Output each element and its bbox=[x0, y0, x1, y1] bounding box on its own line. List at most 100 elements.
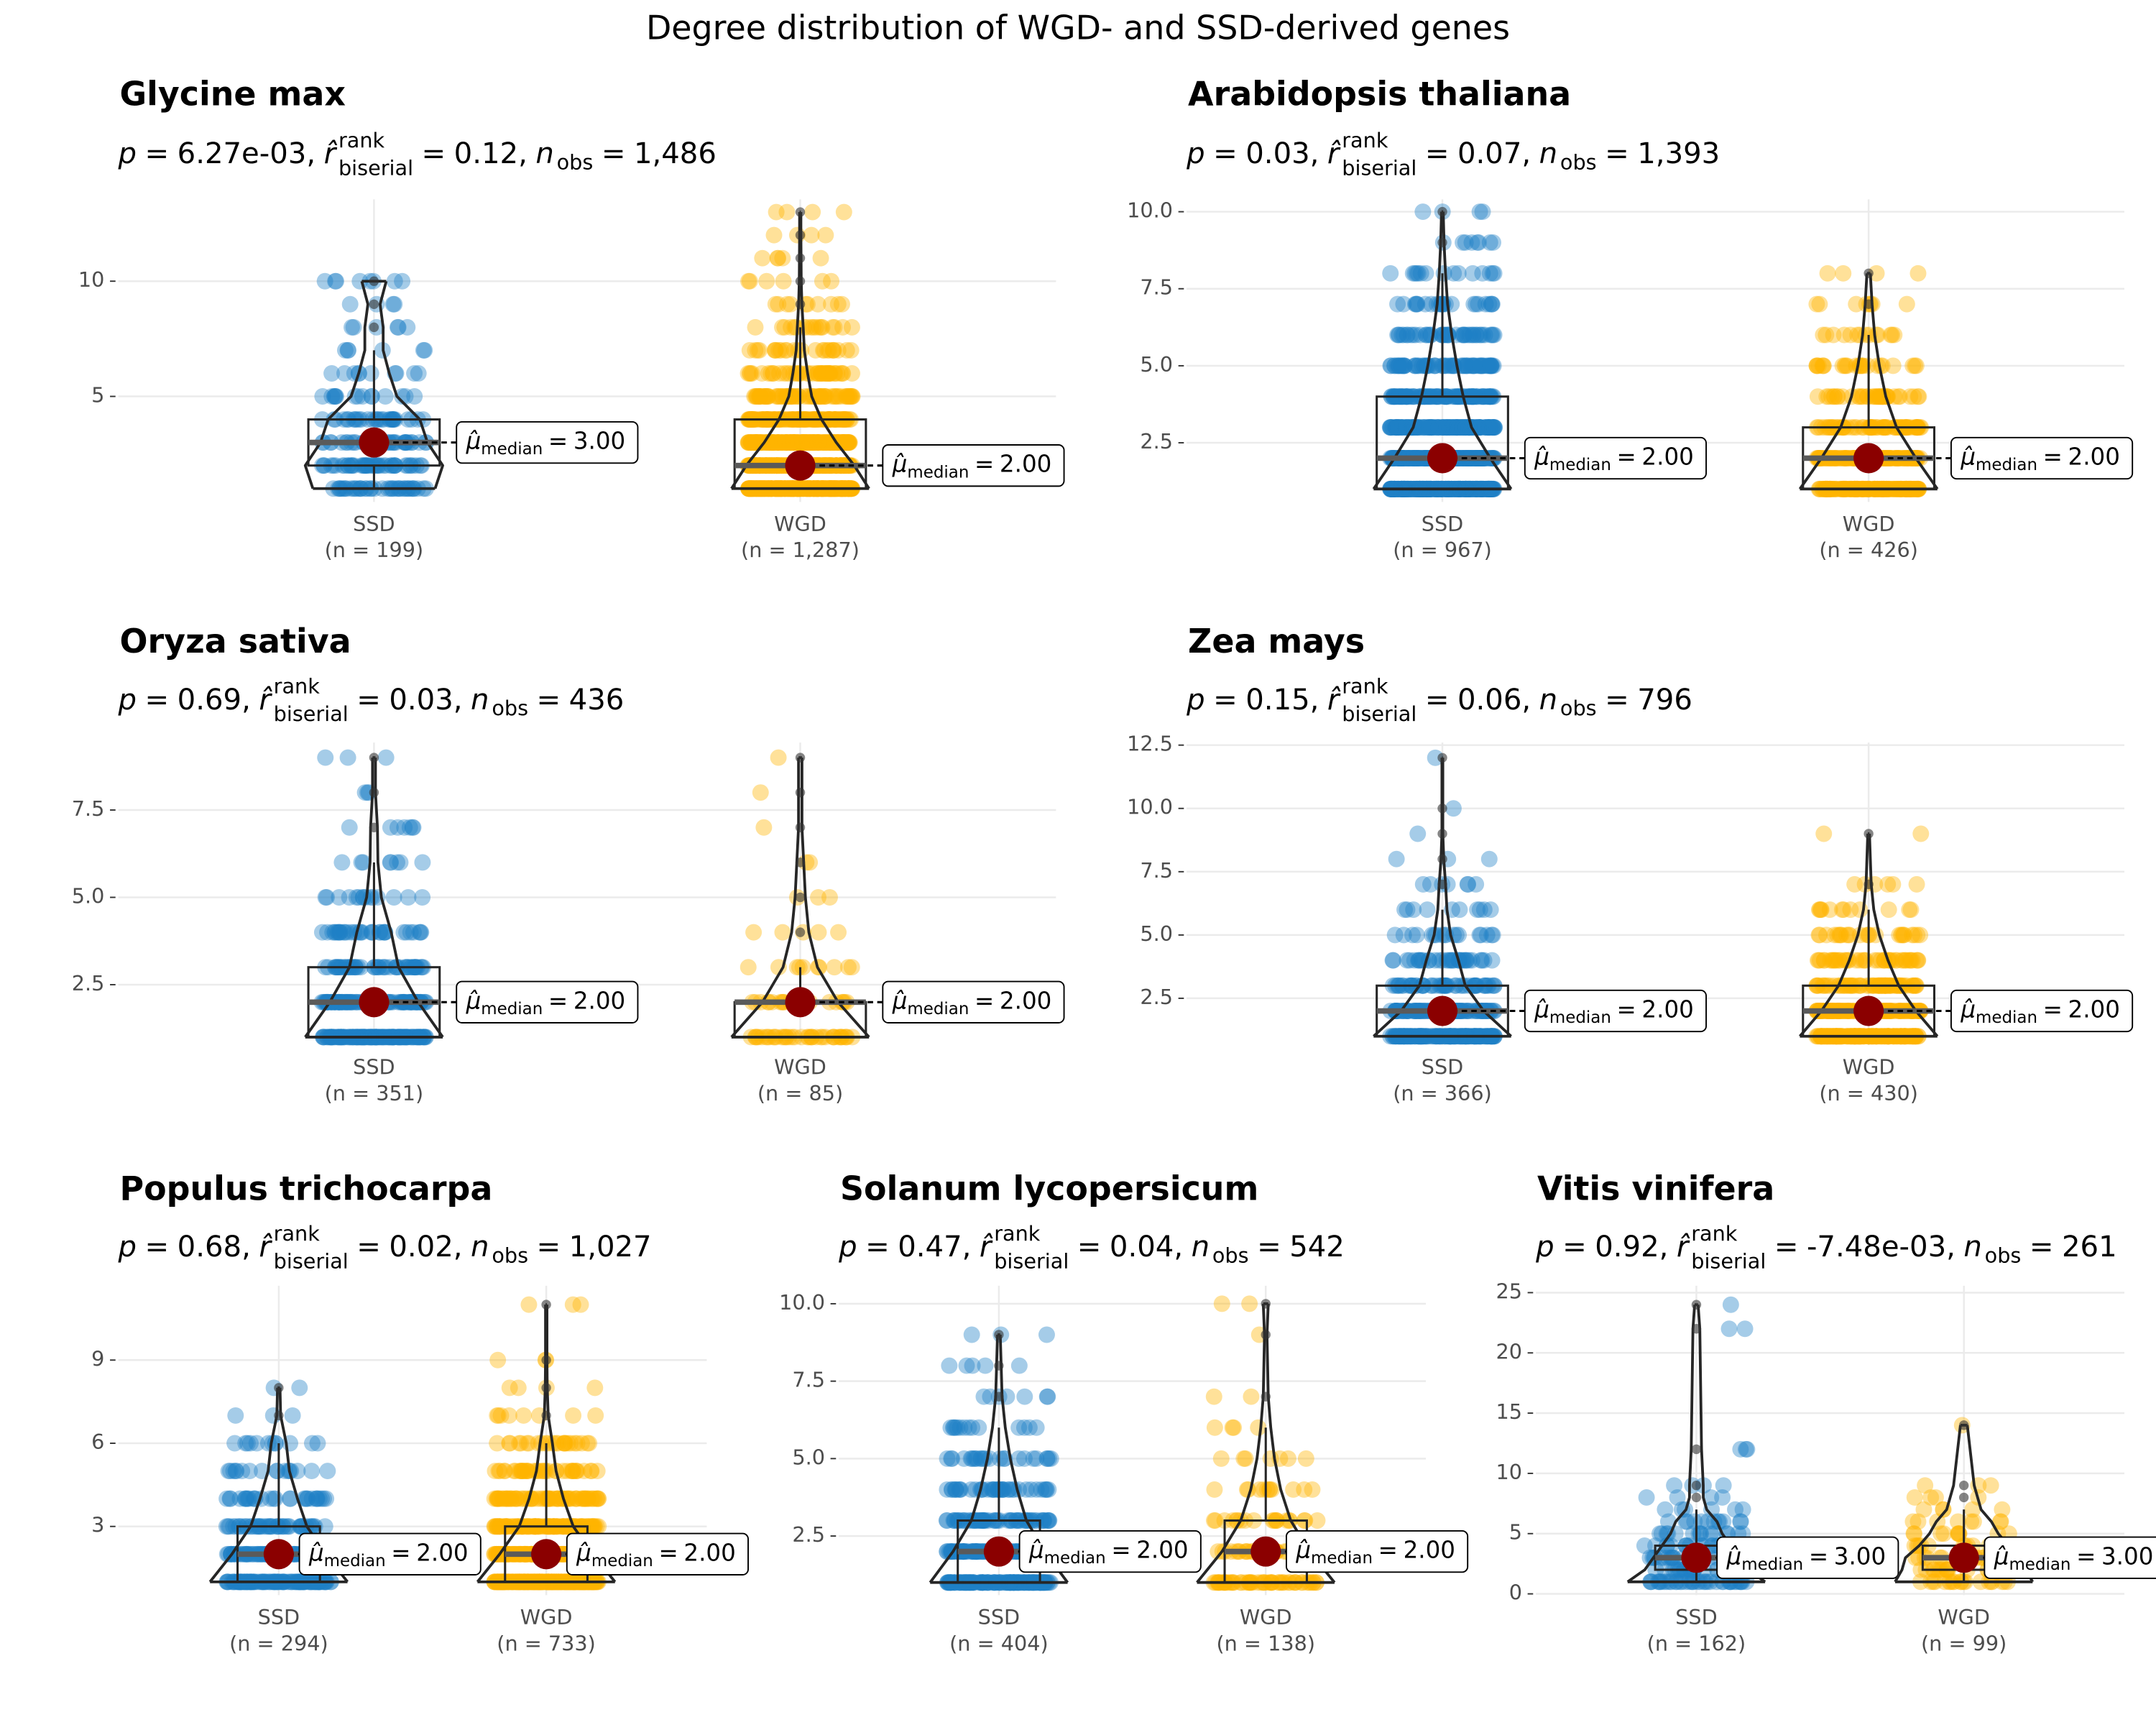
outlier bbox=[1437, 753, 1447, 763]
outlier bbox=[1864, 879, 1874, 890]
y-tick-label: 5.0 bbox=[72, 883, 105, 908]
data-point bbox=[770, 434, 787, 451]
data-point bbox=[788, 434, 805, 451]
data-point bbox=[316, 272, 333, 290]
data-point bbox=[354, 388, 371, 405]
median-point bbox=[1427, 995, 1458, 1026]
median-eq: = bbox=[391, 1539, 410, 1566]
subtitle-part: p bbox=[118, 1230, 137, 1264]
data-point bbox=[1910, 388, 1927, 405]
data-point bbox=[1483, 926, 1501, 944]
panel-title: Oryza sativa bbox=[119, 622, 351, 661]
outlier bbox=[795, 857, 806, 868]
subtitle-part: 0.03 bbox=[1245, 137, 1309, 170]
data-point bbox=[740, 434, 757, 451]
subtitle-part: , bbox=[306, 137, 315, 170]
data-point bbox=[1480, 850, 1498, 868]
data-point bbox=[774, 434, 791, 451]
data-point bbox=[1880, 901, 1897, 919]
data-point bbox=[313, 924, 331, 941]
median-value: 2.00 bbox=[1000, 987, 1051, 1014]
data-point bbox=[284, 1407, 301, 1424]
y-tick-label: 3 bbox=[91, 1513, 104, 1537]
data-point bbox=[811, 434, 828, 451]
data-point bbox=[416, 341, 433, 359]
data-point bbox=[745, 434, 763, 451]
outlier bbox=[1437, 804, 1447, 814]
data-point bbox=[793, 434, 810, 451]
data-point bbox=[782, 434, 799, 451]
median-eq: = bbox=[2043, 996, 2063, 1024]
subtitle-part: , bbox=[1310, 137, 1319, 170]
data-point bbox=[785, 434, 802, 451]
data-point bbox=[796, 434, 813, 451]
subtitle-part: 0.69 bbox=[178, 684, 241, 717]
panel-title: Glycine max bbox=[119, 74, 346, 113]
data-point bbox=[363, 388, 380, 405]
data-point bbox=[339, 749, 356, 766]
data-point bbox=[1384, 952, 1401, 969]
data-point bbox=[798, 434, 815, 451]
median-symbol: μ̂ bbox=[1534, 996, 1549, 1024]
x-count-label: (n = 199) bbox=[325, 538, 424, 562]
data-point bbox=[406, 364, 423, 382]
data-point bbox=[740, 959, 757, 976]
median-symbol: μ̂ bbox=[1960, 996, 1976, 1024]
data-point bbox=[815, 434, 832, 451]
x-count-label: (n = 1,287) bbox=[741, 538, 860, 562]
data-point bbox=[769, 434, 786, 451]
data-point bbox=[765, 226, 783, 244]
data-point bbox=[839, 434, 856, 451]
data-point bbox=[816, 434, 833, 451]
data-point bbox=[812, 249, 829, 267]
median-point bbox=[785, 987, 816, 1018]
median-sub: median bbox=[481, 999, 543, 1018]
data-point bbox=[774, 924, 791, 941]
data-point bbox=[1393, 357, 1410, 374]
figure-title: Degree distribution of WGD- and SSD-deri… bbox=[646, 9, 1510, 47]
outlier bbox=[1864, 299, 1874, 309]
y-tick-label: 9 bbox=[91, 1346, 104, 1371]
data-point bbox=[1904, 357, 1922, 374]
data-point bbox=[353, 854, 370, 871]
data-point bbox=[309, 1435, 326, 1452]
data-point bbox=[839, 434, 857, 451]
data-point bbox=[778, 434, 796, 451]
data-point bbox=[782, 434, 799, 451]
median-eq: = bbox=[2043, 443, 2063, 470]
outlier bbox=[1437, 879, 1447, 890]
data-point bbox=[1465, 295, 1483, 313]
data-point bbox=[817, 434, 834, 451]
data-point bbox=[774, 434, 791, 451]
y-tick-label: 5.0 bbox=[1140, 352, 1173, 377]
subtitle-part: 0.02 bbox=[389, 1230, 453, 1264]
subtitle-part: obs bbox=[492, 696, 528, 720]
data-point bbox=[777, 434, 793, 451]
data-point bbox=[837, 434, 854, 451]
data-point bbox=[783, 434, 800, 451]
data-point bbox=[1471, 203, 1488, 221]
subtitle-part: , bbox=[453, 684, 463, 717]
data-point bbox=[1895, 926, 1912, 944]
data-point bbox=[807, 434, 824, 451]
median-symbol: μ̂ bbox=[892, 987, 908, 1014]
subtitle-part: 0.07 bbox=[1457, 137, 1521, 170]
data-point bbox=[227, 1407, 244, 1424]
data-point bbox=[740, 434, 757, 451]
outlier bbox=[369, 276, 379, 286]
data-point bbox=[781, 434, 798, 451]
data-point bbox=[835, 203, 852, 221]
y-tick-label: 2.5 bbox=[72, 971, 105, 995]
outlier bbox=[795, 927, 806, 937]
data-point bbox=[801, 434, 819, 451]
data-point bbox=[1890, 388, 1907, 405]
outlier bbox=[369, 787, 379, 798]
data-point bbox=[779, 434, 796, 451]
outlier bbox=[1437, 854, 1447, 864]
data-point bbox=[790, 388, 807, 405]
data-point bbox=[758, 272, 775, 290]
subtitle-part: 0.03 bbox=[389, 684, 453, 717]
data-point bbox=[1464, 264, 1481, 282]
